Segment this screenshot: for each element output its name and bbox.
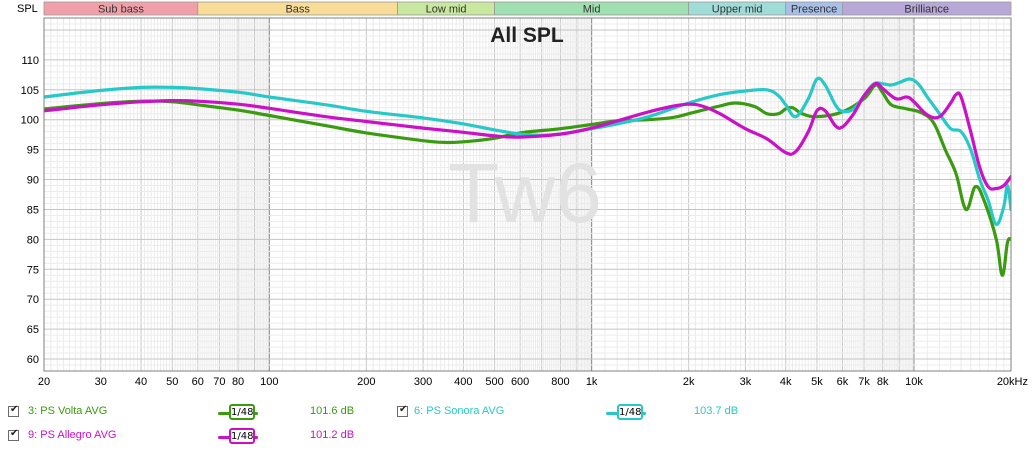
legend-entry-sonora: 6: PS Sonora AVG 1/48 103.7 dB: [397, 403, 797, 423]
y-tick-label: 60: [27, 354, 39, 366]
smoothing-label: 1/48: [617, 404, 643, 420]
y-tick-label: 95: [27, 145, 39, 157]
smoothing-label: 1/48: [229, 404, 255, 420]
band-label: Upper mid: [712, 4, 763, 16]
legend-smoothing-allegro[interactable]: 1/48: [218, 427, 258, 447]
legend-label-volta[interactable]: 3: PS Volta AVG: [28, 405, 108, 417]
plot-border: [43, 17, 1012, 372]
legend-entry-volta: 3: PS Volta AVG 1/48 101.6 dB: [8, 403, 408, 423]
x-tick-label: 6k: [837, 376, 849, 388]
x-tick-label: 60: [192, 376, 204, 388]
legend-smoothing-volta[interactable]: 1/48: [218, 403, 258, 423]
legend-checkbox-sonora[interactable]: [397, 404, 408, 417]
legend-checkbox-volta[interactable]: [8, 404, 19, 417]
x-tick-label: 8k: [877, 376, 889, 388]
x-tick-label: 1k: [586, 376, 598, 388]
x-tick-label: 5k: [811, 376, 823, 388]
x-tick-label: 500: [485, 376, 503, 388]
x-tick-label: 7k: [858, 376, 870, 388]
series-line-9-ps-allegro-avg: [44, 81, 1011, 191]
plot-area: [43, 17, 1012, 372]
y-tick-label: 100: [21, 115, 39, 127]
legend: 3: PS Volta AVG 1/48 101.6 dB 6: PS Sono…: [0, 398, 1033, 450]
band-label: Bass: [285, 4, 310, 16]
x-tick-label: 800: [551, 376, 569, 388]
x-tick-label: 4k: [780, 376, 792, 388]
y-tick-label: 85: [27, 204, 39, 216]
x-tick-label: 50: [166, 376, 178, 388]
y-tick-label: 75: [27, 264, 39, 276]
legend-label-sonora[interactable]: 6: PS Sonora AVG: [414, 405, 505, 417]
x-tick-label: 10k: [905, 376, 923, 388]
y-tick-label: 70: [27, 294, 39, 306]
x-tick-label: 100: [260, 376, 278, 388]
band-label: Low mid: [426, 4, 467, 16]
x-tick-label: 20: [38, 376, 50, 388]
x-tick-label: 400: [454, 376, 472, 388]
legend-label-allegro[interactable]: 9: PS Allegro AVG: [28, 429, 117, 441]
y-tick-label: 105: [21, 85, 39, 97]
legend-smoothing-sonora[interactable]: 1/48: [606, 403, 646, 423]
x-tick-label: 2k: [683, 376, 695, 388]
x-tick-label: 70: [213, 376, 225, 388]
x-tick-label: 30: [95, 376, 107, 388]
y-tick-label: 110: [21, 55, 39, 67]
x-tick-label: 40: [135, 376, 147, 388]
band-label: Brilliance: [904, 4, 949, 16]
grid-lines: [43, 17, 1012, 372]
band-label: Presence: [791, 4, 837, 16]
y-tick-label: 80: [27, 234, 39, 246]
y-axis-label: SPL: [17, 3, 38, 15]
series-group: [44, 76, 1011, 277]
x-tick-label: 80: [232, 376, 244, 388]
watermark: Tw6: [448, 146, 602, 240]
legend-db-sonora: 103.7 dB: [694, 405, 739, 417]
chart-title: All SPL: [490, 24, 564, 47]
legend-entry-allegro: 9: PS Allegro AVG 1/48 101.2 dB: [8, 427, 408, 447]
x-tick-label: 600: [511, 376, 529, 388]
x-tick-label: 300: [414, 376, 432, 388]
y-tick-label: 65: [27, 324, 39, 336]
series-line-3-ps-volta-avg: [44, 83, 1011, 277]
legend-db-volta: 101.6 dB: [310, 405, 355, 417]
x-tick-label: 20kHz: [997, 376, 1028, 388]
band-brilliance: [842, 1, 1012, 16]
legend-checkbox-allegro[interactable]: [8, 428, 19, 441]
x-tick-label: 200: [357, 376, 375, 388]
smoothing-label: 1/48: [229, 428, 255, 444]
series-line-6-ps-sonora-avg: [44, 76, 1011, 226]
x-tick-label: 3k: [740, 376, 752, 388]
band-label: Mid: [583, 4, 601, 16]
spl-chart: Sub bass Bass Low mid Mid Upper mid Presence B…: [17, 1, 1028, 388]
band-label: Sub bass: [98, 4, 144, 16]
y-tick-label: 90: [27, 175, 39, 187]
legend-db-allegro: 101.2 dB: [310, 429, 355, 441]
